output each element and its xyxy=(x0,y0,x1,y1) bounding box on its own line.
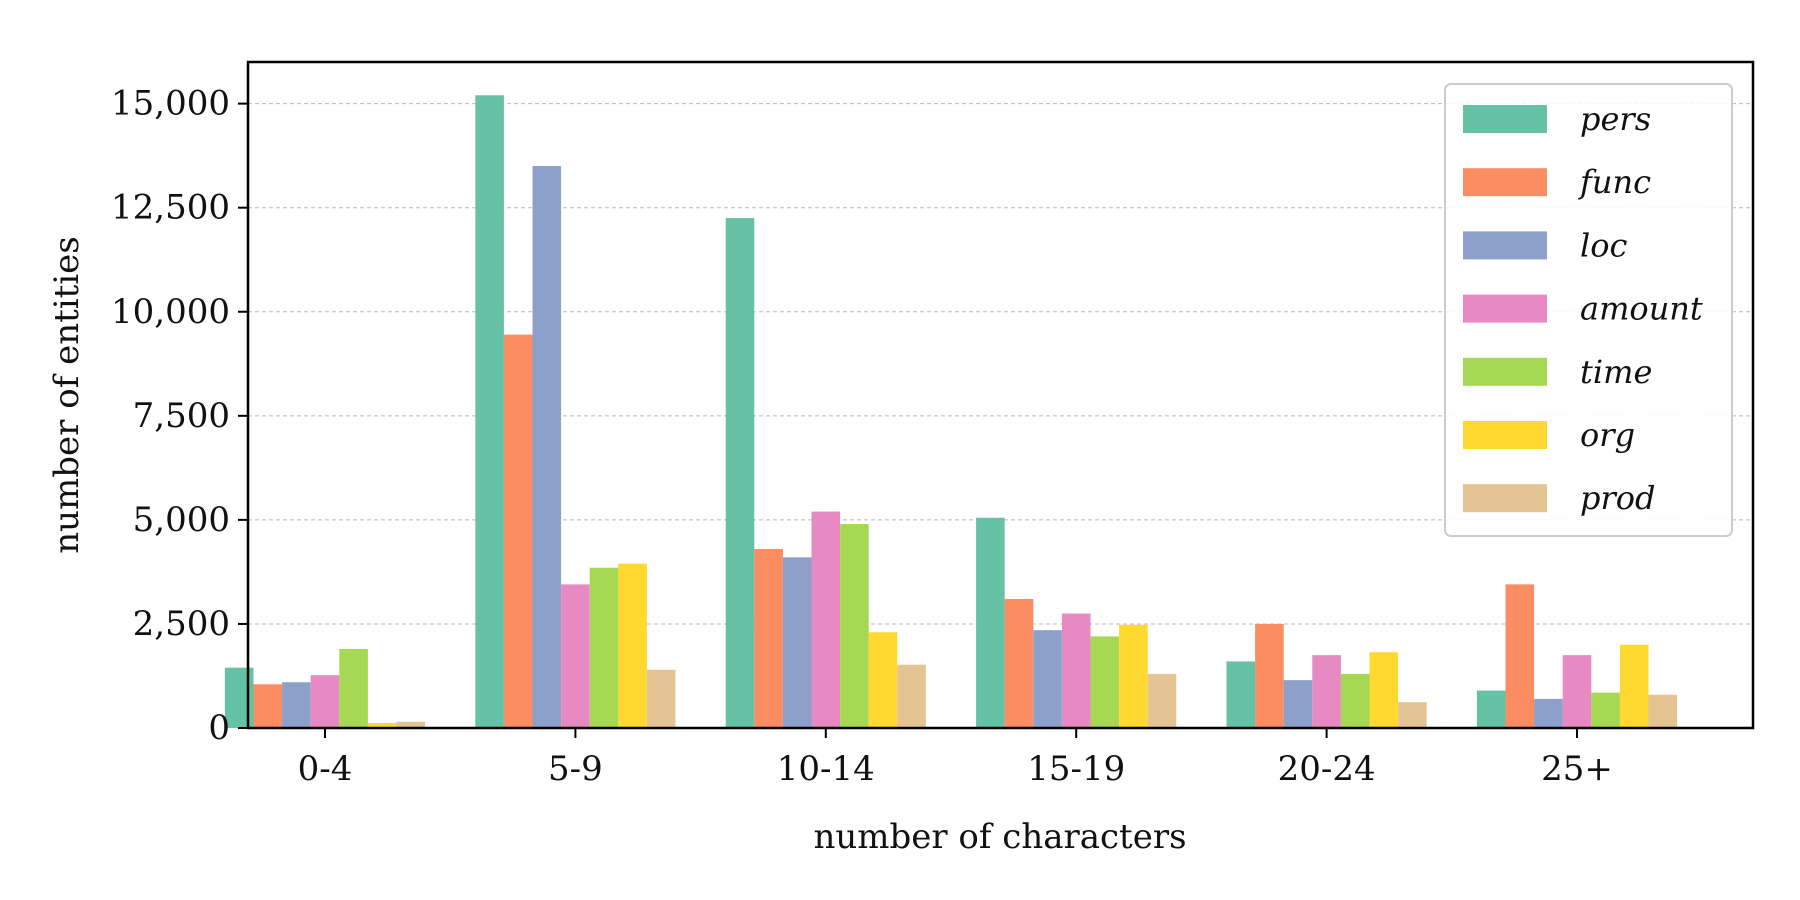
bar-loc xyxy=(1534,698,1563,728)
legend-label-pers: pers xyxy=(1580,100,1651,138)
y-tick-label: 10,000 xyxy=(111,292,230,332)
x-axis-label: number of characters xyxy=(813,817,1186,857)
legend-swatch-func xyxy=(1463,168,1547,197)
bar-org xyxy=(868,632,898,728)
legend-label-prod: prod xyxy=(1580,479,1656,517)
y-axis-label: number of entities xyxy=(47,236,87,554)
bar-prod xyxy=(1147,673,1177,728)
bar-prod xyxy=(1398,702,1427,728)
y-tick-label: 7,500 xyxy=(133,396,230,436)
bar-amount xyxy=(811,511,841,728)
bar-loc xyxy=(282,682,311,728)
x-tick-label: 15-19 xyxy=(1027,749,1125,789)
legend-label-time: time xyxy=(1580,353,1652,391)
bar-org xyxy=(1369,652,1399,728)
bar-prod xyxy=(897,664,926,728)
bar-pers xyxy=(1476,690,1506,728)
legend-swatch-loc xyxy=(1463,231,1547,260)
legend-label-amount: amount xyxy=(1580,290,1703,328)
legend-swatch-prod xyxy=(1463,484,1547,513)
bar-pers xyxy=(725,218,755,728)
legend-label-func: func xyxy=(1578,163,1651,201)
bar-loc xyxy=(532,166,562,728)
x-tick-label: 10-14 xyxy=(777,749,875,789)
bar-time xyxy=(1591,692,1620,728)
y-tick-label: 15,000 xyxy=(111,84,230,124)
bar-time xyxy=(1090,636,1120,728)
bar-org xyxy=(1119,624,1148,728)
legend-label-loc: loc xyxy=(1580,226,1628,264)
bar-amount xyxy=(1061,613,1091,728)
legend-label-org: org xyxy=(1580,416,1635,454)
y-tick-label: 2,500 xyxy=(133,604,230,644)
bar-loc xyxy=(1283,680,1313,728)
bar-time xyxy=(840,524,869,728)
x-tick-label: 25+ xyxy=(1541,749,1613,789)
bar-time xyxy=(1340,673,1370,728)
bar-prod xyxy=(1648,694,1678,728)
x-axis: 0-4 5-9 10-14 15-19 20-24 25+ xyxy=(298,728,1613,789)
bar-org xyxy=(618,563,647,728)
bar-amount xyxy=(310,675,340,728)
x-tick-label: 20-24 xyxy=(1278,749,1376,789)
bar-func xyxy=(253,684,283,728)
plot-frame xyxy=(246,60,1755,730)
bar-func xyxy=(1255,623,1284,728)
x-tick-label: 5-9 xyxy=(548,749,603,789)
bar-time xyxy=(589,567,619,728)
legend-swatch-pers xyxy=(1463,105,1547,133)
bar-amount xyxy=(1562,655,1592,728)
y-tick-label: 12,500 xyxy=(111,188,230,228)
bar-org xyxy=(1619,644,1649,728)
legend: pers func loc amount time org prod xyxy=(1444,83,1733,537)
y-axis: 0 2,500 5,000 7,500 10,000 12,500 15,000 xyxy=(111,84,248,748)
x-tick-label: 0-4 xyxy=(298,749,353,789)
legend-swatch-amount xyxy=(1463,294,1547,323)
bar-pers xyxy=(976,517,1005,728)
bar-prod xyxy=(396,721,426,728)
bar-func xyxy=(503,334,533,728)
bar-loc xyxy=(782,557,812,728)
legend-swatch-org xyxy=(1463,421,1547,449)
bar-pers xyxy=(475,95,504,729)
bar-amount xyxy=(561,584,590,728)
bar-loc xyxy=(1033,630,1062,728)
bar-func xyxy=(1505,584,1535,728)
legend-swatch-time xyxy=(1463,357,1547,386)
bar-prod xyxy=(646,669,676,728)
bar-org xyxy=(367,723,397,728)
bar-amount xyxy=(1312,655,1341,728)
bars xyxy=(224,95,1678,729)
bar-func xyxy=(1004,598,1034,728)
y-tick-label: 0 xyxy=(208,708,230,748)
bar-func xyxy=(754,549,783,728)
y-tick-label: 5,000 xyxy=(133,500,230,540)
bar-pers xyxy=(1226,661,1256,728)
bar-time xyxy=(339,648,368,728)
